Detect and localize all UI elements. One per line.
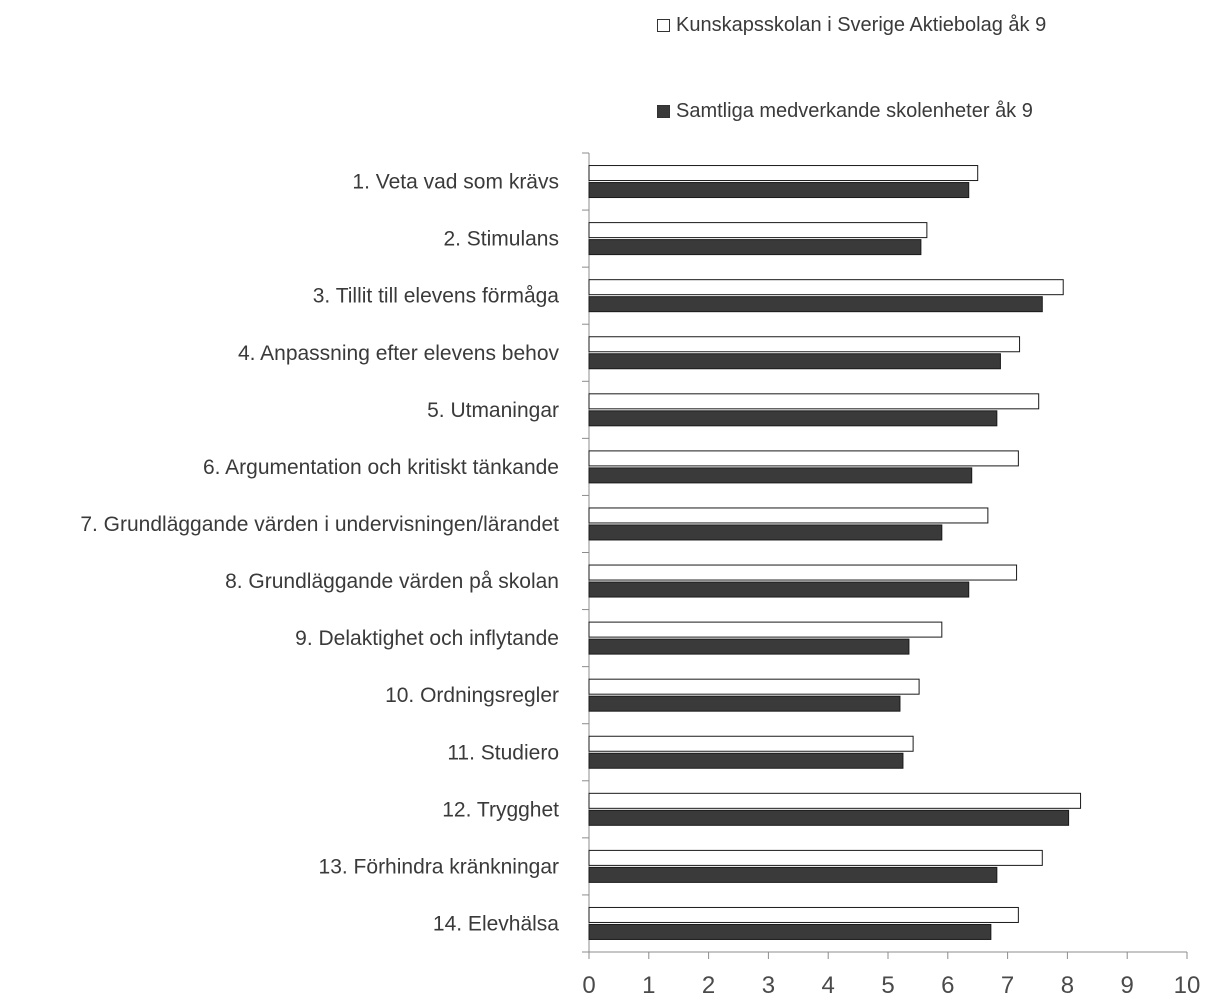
bar-kunskapsskolan — [588, 678, 920, 695]
category-label: 7. Grundläggande värden i undervisningen… — [80, 513, 559, 536]
category-label: 12. Trygghet — [442, 798, 559, 821]
category-label: 6. Argumentation och kritiskt tänkande — [203, 456, 559, 479]
x-tick-label: 3 — [762, 972, 775, 996]
legend-label-samtliga: Samtliga medverkande skolenheter åk 9 — [676, 100, 1033, 122]
legend-item-kunskapsskolan: Kunskapsskolan i Sverige Aktiebolag åk 9 — [657, 14, 1046, 37]
bar-kunskapsskolan — [588, 621, 943, 638]
category-label: 5. Utmaningar — [427, 399, 559, 422]
category-label: 13. Förhindra kränkningar — [319, 855, 559, 878]
x-tick-label: 5 — [881, 972, 894, 996]
bar-samtliga — [588, 467, 973, 484]
bar-samtliga — [588, 353, 1001, 370]
bar-kunskapsskolan — [588, 222, 928, 239]
bar-kunskapsskolan — [588, 279, 1064, 296]
bar-kunskapsskolan — [588, 450, 1019, 467]
bar-kunskapsskolan — [588, 849, 1043, 866]
x-tick-label: 7 — [1001, 972, 1014, 996]
bar-samtliga — [588, 923, 992, 940]
x-tick-label: 6 — [941, 972, 954, 996]
category-label: 8. Grundläggande värden på skolan — [225, 570, 559, 593]
bar-samtliga — [588, 695, 901, 712]
category-label: 4. Anpassning efter elevens behov — [238, 342, 560, 365]
bar-kunskapsskolan — [588, 735, 914, 752]
legend-swatch-samtliga — [657, 105, 670, 118]
category-label: 11. Studiero — [447, 741, 559, 764]
category-label: 14. Elevhälsa — [433, 912, 559, 935]
x-tick-label: 10 — [1174, 972, 1201, 996]
bar-samtliga — [588, 410, 998, 427]
bar-kunskapsskolan — [588, 336, 1021, 353]
bar-samtliga — [588, 638, 910, 655]
bar-samtliga — [588, 581, 970, 598]
bar-kunskapsskolan — [588, 564, 1018, 581]
category-label: 1. Veta vad som krävs — [352, 171, 559, 194]
category-label: 10. Ordningsregler — [385, 684, 559, 707]
category-label: 9. Delaktighet och inflytande — [295, 627, 559, 650]
x-tick-label: 9 — [1121, 972, 1134, 996]
bar-samtliga — [588, 524, 943, 541]
bar-samtliga — [588, 182, 970, 199]
bar-samtliga — [588, 296, 1043, 313]
bar-kunskapsskolan — [588, 507, 989, 524]
x-tick-label: 1 — [642, 972, 655, 996]
x-tick-label: 4 — [822, 972, 835, 996]
bar-kunskapsskolan — [588, 165, 979, 182]
category-label: 3. Tillit till elevens förmåga — [313, 285, 560, 308]
bar-samtliga — [588, 809, 1070, 826]
x-tick-label: 8 — [1061, 972, 1074, 996]
legend-item-samtliga: Samtliga medverkande skolenheter åk 9 — [657, 100, 1033, 123]
bar-samtliga — [588, 239, 922, 256]
bar-kunskapsskolan — [588, 393, 1040, 410]
legend-label-kunskapsskolan: Kunskapsskolan i Sverige Aktiebolag åk 9 — [676, 14, 1047, 36]
bar-kunskapsskolan — [588, 906, 1019, 923]
bar-samtliga — [588, 752, 904, 769]
x-tick-label: 0 — [582, 972, 595, 996]
category-label: 2. Stimulans — [443, 228, 559, 251]
legend-swatch-kunskapsskolan — [657, 19, 670, 32]
bar-kunskapsskolan — [588, 792, 1082, 809]
bar-samtliga — [588, 866, 998, 883]
x-tick-label: 2 — [702, 972, 715, 996]
